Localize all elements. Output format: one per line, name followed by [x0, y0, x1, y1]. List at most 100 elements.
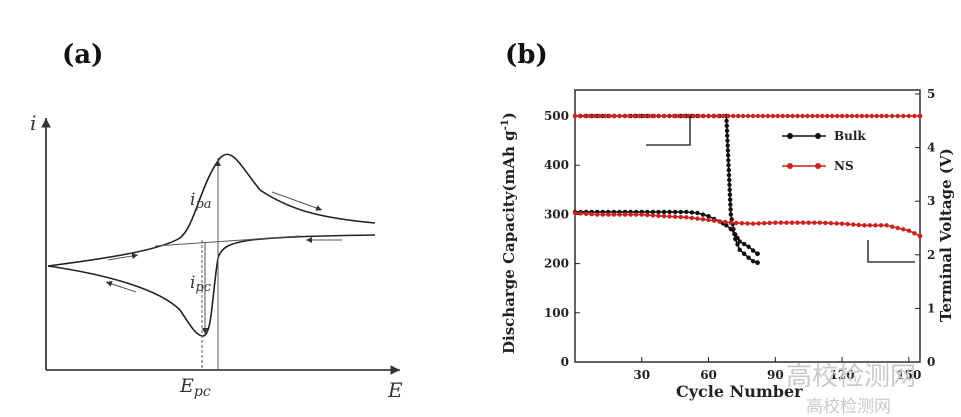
series-point [691, 113, 696, 119]
series-point [912, 231, 917, 236]
series-point [895, 225, 900, 231]
series-point [864, 113, 870, 119]
x-tick-label: 90 [767, 368, 784, 382]
series-point [645, 212, 650, 218]
y2-tick-label: 3 [927, 194, 935, 208]
series-point [761, 220, 767, 226]
series-point [727, 177, 732, 183]
series-point [854, 113, 860, 119]
series-point [733, 232, 738, 237]
series-point [750, 258, 756, 264]
series-point [726, 113, 731, 119]
cycling-chart: 30 60 90 120 150 0 100 200 300 400 500 0 1 2 3 4 5 Disch… [500, 87, 955, 401]
series-point [726, 158, 731, 163]
series-point [606, 212, 611, 217]
series-point [672, 214, 678, 219]
series-point [828, 220, 834, 226]
series-point [726, 167, 732, 173]
series-point [817, 220, 823, 225]
legend: Bulk NS [782, 129, 866, 173]
series-point [755, 113, 761, 119]
series-point [839, 113, 845, 119]
y2-tick-label: 0 [927, 355, 935, 369]
series-point [917, 113, 923, 119]
series-point [700, 217, 706, 222]
series-point [622, 212, 628, 217]
series-point [650, 209, 656, 215]
series-point [734, 220, 739, 226]
panel-b-label: (b) [505, 40, 548, 70]
cv-arrow-3 [271, 191, 323, 211]
series-point [795, 113, 800, 119]
series-point [760, 113, 766, 119]
series-point [671, 113, 677, 119]
series-point [728, 207, 733, 212]
x-tick-label: 150 [896, 368, 921, 382]
series-point [717, 219, 722, 224]
series-point [600, 212, 606, 217]
series-point [667, 209, 672, 215]
series-point [706, 214, 711, 219]
series-point [862, 223, 867, 228]
series-point [844, 113, 850, 119]
series-point [727, 182, 732, 188]
series-point [869, 113, 874, 119]
series-point [725, 148, 731, 153]
series-point [800, 220, 806, 225]
voltage-pointer [867, 240, 915, 263]
series-point [632, 113, 637, 119]
series-point [726, 172, 732, 178]
series-point [878, 223, 884, 228]
series-point [597, 113, 602, 119]
series-point [617, 212, 622, 217]
series-point [684, 215, 689, 220]
y2-tick-label: 4 [927, 141, 935, 155]
x-tick-label: 30 [633, 368, 650, 382]
series-point [589, 211, 594, 217]
series-point [578, 211, 583, 216]
series-point [637, 113, 642, 119]
series-point [724, 128, 730, 133]
series-point [820, 113, 825, 119]
series-point [724, 123, 729, 129]
series-point [746, 255, 751, 260]
series-point [634, 212, 639, 217]
series-point [812, 220, 817, 225]
panel-a-label: (a) [62, 40, 104, 70]
series-point [611, 212, 617, 217]
series-point [728, 220, 734, 225]
series-point [735, 235, 740, 241]
legend-bulk-marker [787, 133, 793, 139]
series-point [785, 113, 790, 119]
series-point [656, 209, 661, 215]
series-point [845, 221, 850, 227]
series-point [815, 113, 820, 119]
series-point [825, 113, 830, 119]
series-point [736, 113, 741, 119]
series-point [612, 113, 617, 119]
series-point [912, 113, 917, 119]
y-tick-label: 100 [544, 306, 569, 320]
y2-tick-label: 5 [927, 87, 935, 101]
series-point [695, 210, 700, 216]
series-point [851, 222, 856, 227]
series-point [750, 221, 756, 226]
cv-y-axis-label: i [30, 111, 36, 135]
series-point [834, 221, 839, 226]
series-point [756, 221, 761, 226]
series-point [917, 233, 923, 239]
y2-axis-label: Terminal Voltage (V) [937, 148, 955, 322]
series-point [666, 113, 672, 119]
series-point [795, 220, 800, 225]
series-point [750, 113, 756, 119]
series-point [879, 113, 884, 119]
series-point [650, 213, 656, 218]
series-point [728, 202, 733, 207]
series-point [856, 222, 861, 228]
x-axis-label: Cycle Number [676, 382, 803, 401]
series-point [839, 221, 845, 226]
series-point [755, 260, 760, 266]
series-point [577, 113, 583, 119]
series-point [661, 209, 667, 215]
